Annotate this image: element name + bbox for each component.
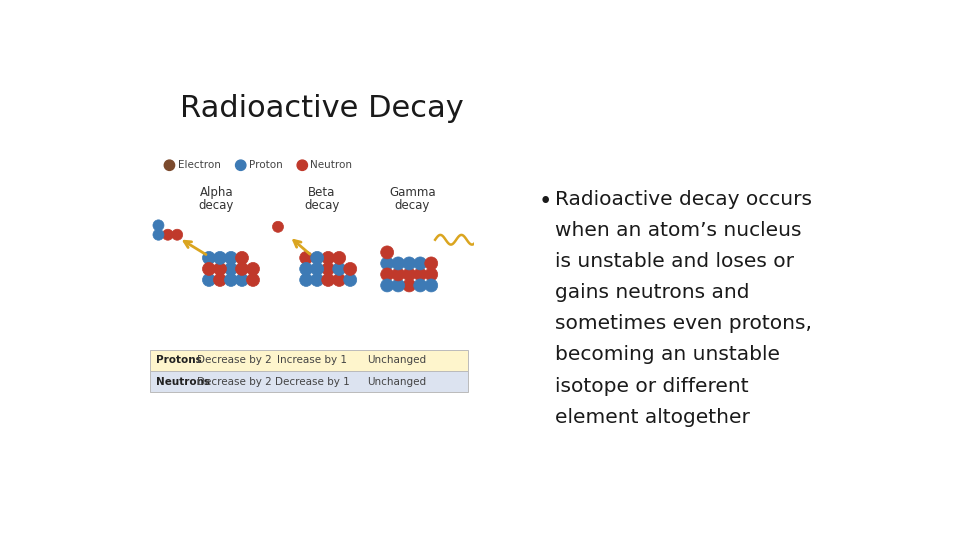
Circle shape (424, 279, 438, 292)
Circle shape (172, 229, 182, 240)
Circle shape (213, 262, 227, 275)
Circle shape (322, 252, 335, 265)
Circle shape (300, 262, 313, 275)
Circle shape (414, 257, 426, 270)
Text: sometimes even protons,: sometimes even protons, (555, 314, 812, 333)
Circle shape (381, 257, 394, 270)
Circle shape (414, 268, 426, 281)
Circle shape (311, 262, 324, 275)
Circle shape (225, 273, 237, 286)
Text: Gamma: Gamma (389, 186, 436, 199)
Text: Radioactive Decay: Radioactive Decay (180, 94, 464, 123)
Text: Neutron: Neutron (310, 160, 352, 170)
Text: Proton: Proton (249, 160, 282, 170)
Text: decay: decay (199, 199, 234, 212)
Circle shape (247, 262, 259, 275)
Circle shape (273, 221, 283, 232)
Circle shape (333, 252, 346, 265)
Circle shape (322, 262, 335, 275)
Circle shape (311, 273, 324, 286)
Circle shape (203, 252, 215, 265)
Circle shape (311, 252, 324, 265)
Circle shape (225, 252, 237, 265)
Circle shape (153, 229, 164, 240)
Circle shape (424, 268, 438, 281)
Circle shape (392, 279, 405, 292)
Circle shape (203, 273, 215, 286)
Circle shape (414, 279, 426, 292)
Circle shape (153, 220, 164, 231)
Bar (150, 371, 468, 392)
Circle shape (402, 279, 416, 292)
Text: Protons: Protons (156, 355, 203, 366)
Text: Decrease by 2: Decrease by 2 (197, 355, 272, 366)
Text: decay: decay (395, 199, 430, 212)
Text: Decrease by 1: Decrease by 1 (275, 376, 349, 387)
Circle shape (235, 262, 249, 275)
Circle shape (235, 160, 246, 171)
Circle shape (333, 273, 346, 286)
Text: Decrease by 2: Decrease by 2 (197, 376, 272, 387)
Circle shape (424, 257, 438, 270)
Circle shape (235, 273, 249, 286)
Text: element altogether: element altogether (555, 408, 750, 427)
Text: Unchanged: Unchanged (367, 376, 426, 387)
Circle shape (225, 262, 237, 275)
Circle shape (344, 273, 357, 286)
Text: Increase by 1: Increase by 1 (277, 355, 347, 366)
Text: is unstable and loses or: is unstable and loses or (555, 252, 794, 271)
Circle shape (213, 273, 227, 286)
Circle shape (297, 160, 307, 171)
Text: decay: decay (304, 199, 340, 212)
Circle shape (247, 273, 259, 286)
Text: gains neutrons and: gains neutrons and (555, 283, 750, 302)
Circle shape (164, 160, 175, 171)
Text: Alpha: Alpha (200, 186, 233, 199)
Circle shape (392, 268, 405, 281)
Text: isotope or different: isotope or different (555, 377, 749, 396)
Circle shape (213, 252, 227, 265)
Circle shape (402, 268, 416, 281)
Circle shape (381, 268, 394, 281)
Circle shape (162, 229, 174, 240)
Circle shape (322, 273, 335, 286)
Text: when an atom’s nucleus: when an atom’s nucleus (555, 221, 802, 240)
Circle shape (300, 273, 313, 286)
Circle shape (392, 257, 405, 270)
Circle shape (402, 257, 416, 270)
Circle shape (235, 252, 249, 265)
Circle shape (203, 262, 215, 275)
Circle shape (300, 252, 313, 265)
Text: becoming an unstable: becoming an unstable (555, 346, 780, 365)
Text: Electron: Electron (178, 160, 221, 170)
Circle shape (333, 262, 346, 275)
Text: Unchanged: Unchanged (367, 355, 426, 366)
Text: Radioactive decay occurs: Radioactive decay occurs (555, 190, 812, 208)
Circle shape (381, 279, 394, 292)
Circle shape (381, 246, 394, 259)
Circle shape (344, 262, 357, 275)
Text: Neutrons: Neutrons (156, 376, 210, 387)
Bar (150, 350, 468, 371)
Text: •: • (539, 190, 552, 213)
Text: Beta: Beta (308, 186, 335, 199)
